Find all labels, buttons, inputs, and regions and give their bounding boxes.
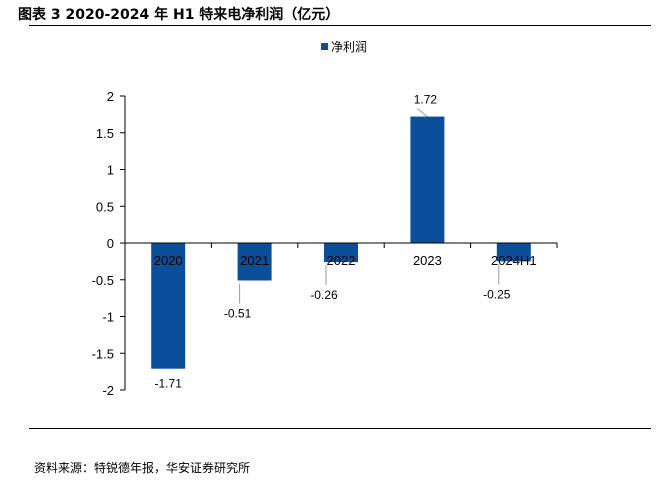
legend: 净利润 [321,40,367,54]
legend-swatch [321,43,328,50]
figure-title: 图表 3 2020-2024 年 H1 特来电净利润（亿元） [18,7,340,23]
category-label: 2024H1 [491,253,537,268]
category-label: 2021 [240,253,269,268]
data-label: -0.26 [310,288,338,302]
data-label: -0.51 [224,306,252,320]
source-rule [29,428,651,429]
y-tick-label: -0.5 [92,273,114,288]
y-tick-label: -1.5 [92,346,114,361]
data-label: -1.71 [155,377,183,391]
title-rule [29,25,651,26]
y-tick-label: -1 [102,310,114,325]
y-tick-label: 2 [107,89,114,104]
y-tick-label: -2 [102,383,114,398]
bars [151,116,531,369]
data-label: -0.25 [483,287,511,301]
bar-2024H1 [496,243,531,262]
bar-2020 [151,243,186,369]
x-axis [124,242,558,248]
y-axis: 2 1.5 1 0.5 0 -0.5 -1 -1.5 -2 [92,89,126,398]
y-tick-label: 0.5 [96,199,114,214]
y-tick-label: 0 [107,236,114,251]
bar-2022 [324,243,358,263]
source-note: 资料来源：特锐德年报，华安证券研究所 [34,461,251,475]
category-labels: 2020 2021 2022 2023 2024H1 [154,253,537,268]
y-tick-label: 1 [107,163,114,178]
bar-2023 [410,116,445,243]
category-label: 2023 [413,253,442,268]
data-labels: -1.71 -0.51 -0.26 1.72 -0.25 [155,93,511,391]
legend-label: 净利润 [331,40,367,54]
y-tick-label: 1.5 [96,126,114,141]
data-label: 1.72 [414,93,438,107]
category-label: 2022 [327,253,356,268]
category-label: 2020 [154,253,183,268]
data-label-leader [417,108,428,117]
bar-2021 [237,243,272,281]
